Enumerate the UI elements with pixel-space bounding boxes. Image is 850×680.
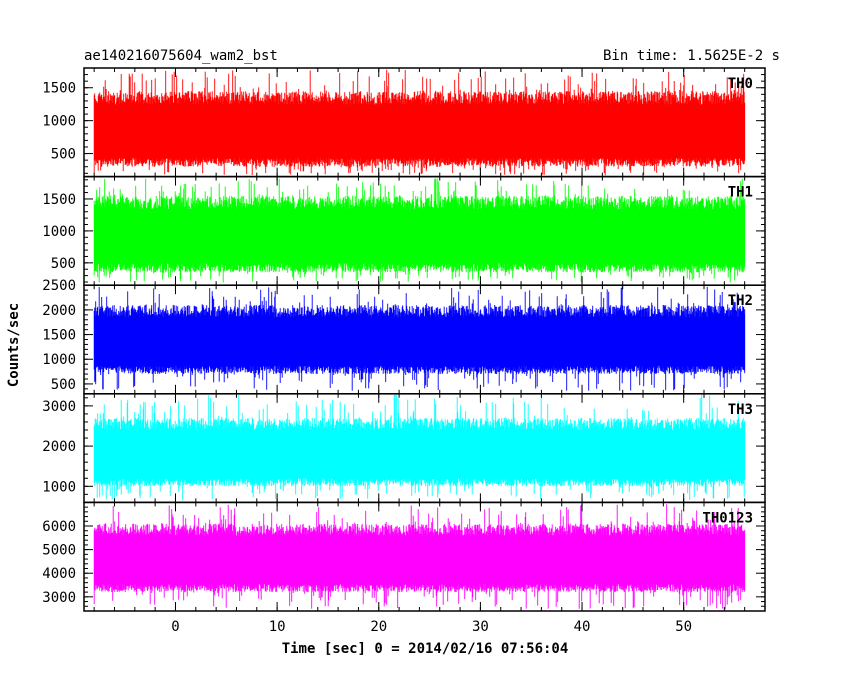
series-th2 <box>93 286 746 391</box>
y-axis-label: Counts/sec <box>6 303 22 387</box>
x-axis-label: Time [sec] 0 = 2014/02/16 07:56:04 <box>282 641 569 657</box>
panel-frame <box>83 501 766 612</box>
panel-th0123: 3000 4000 5000 6000 TH0123 <box>42 501 766 612</box>
panel-label: TH2 <box>728 293 753 309</box>
y-tick-label: 1000 <box>42 479 76 495</box>
x-tick-label: 20 <box>370 619 387 635</box>
y-tick-label: 500 <box>51 377 76 393</box>
y-tick-label: 1000 <box>42 352 76 368</box>
x-tick-label: 30 <box>472 619 489 635</box>
y-tick-label: 1500 <box>42 192 76 208</box>
x-tick-label: 40 <box>574 619 591 635</box>
x-tick-label: 0 <box>171 619 179 635</box>
series-th3 <box>93 394 746 501</box>
panel-label: TH1 <box>728 185 753 201</box>
y-tick-label: 6000 <box>42 519 76 535</box>
y-tick-label: 2000 <box>42 439 76 455</box>
panel-th0: 500 1000 1500 TH0 <box>42 67 766 178</box>
y-tick-label: 3000 <box>42 590 76 606</box>
panel-th2: 500 1000 1500 2000 2500 TH2 <box>42 278 766 395</box>
x-tick-label: 50 <box>675 619 692 635</box>
y-tick-label: 5000 <box>42 543 76 559</box>
series-th0123 <box>93 503 746 610</box>
panel-label: TH0123 <box>702 510 753 526</box>
x-axis: 0 10 20 30 40 50 <box>171 619 692 635</box>
y-tick-label: 1000 <box>42 114 76 130</box>
y-tick-label: 500 <box>51 256 76 272</box>
y-tick-label: 3000 <box>42 399 76 415</box>
y-tick-label: 1500 <box>42 328 76 344</box>
panels-group: 500 1000 1500 TH0 500 1000 1500 TH1 500 1000 1500 2… <box>42 67 766 612</box>
y-tick-label: 1500 <box>42 81 76 97</box>
y-tick-label: 500 <box>51 147 76 163</box>
x-tick-label: 10 <box>269 619 286 635</box>
y-tick-label: 4000 <box>42 566 76 582</box>
panel-label: TH0 <box>728 76 753 92</box>
panel-th1: 500 1000 1500 TH1 <box>42 175 766 286</box>
panel-th3: 1000 2000 3000 TH3 <box>42 393 766 504</box>
bin-time-label: Bin time: 1.5625E-2 s <box>603 48 780 64</box>
y-tick-label: 2500 <box>42 278 76 294</box>
series-th1 <box>93 178 746 283</box>
series-th0 <box>93 69 746 176</box>
y-tick-label: 2000 <box>42 303 76 319</box>
panel-label: TH3 <box>728 402 753 418</box>
y-tick-label: 1000 <box>42 224 76 240</box>
chart-title: ae140216075604_wam2_bst <box>84 48 278 64</box>
